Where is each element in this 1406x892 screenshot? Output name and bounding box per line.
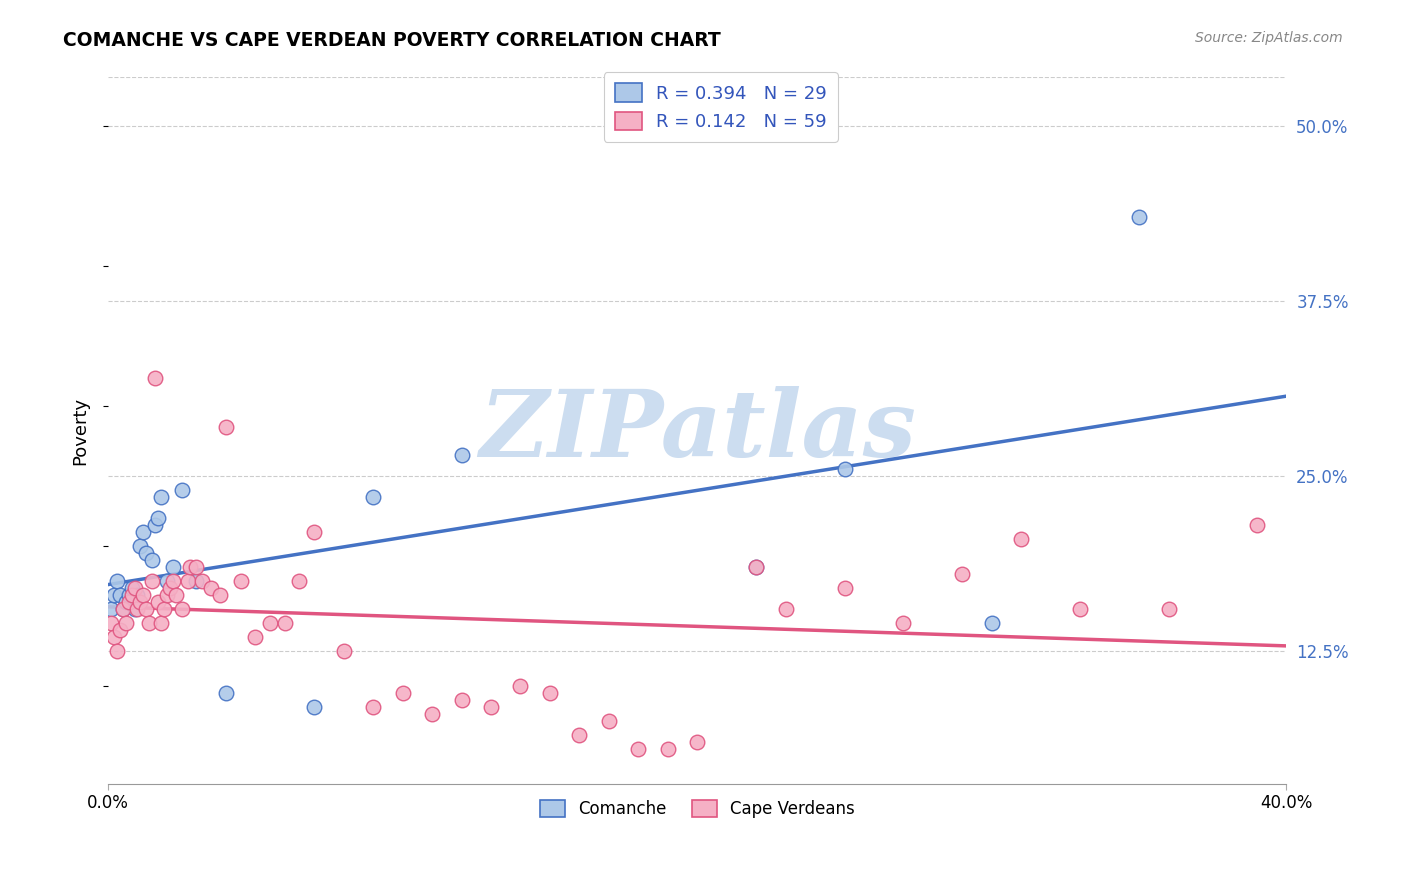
Point <box>143 518 166 533</box>
Legend: Comanche, Cape Verdeans: Comanche, Cape Verdeans <box>533 793 862 825</box>
Point <box>129 595 152 609</box>
Point <box>834 462 856 476</box>
Point <box>170 483 193 497</box>
Point <box>179 560 201 574</box>
Point <box>165 588 187 602</box>
Point <box>686 735 709 749</box>
Point <box>111 602 134 616</box>
Point <box>170 602 193 616</box>
Point <box>302 524 325 539</box>
Point <box>150 615 173 630</box>
Point <box>108 588 131 602</box>
Point <box>302 699 325 714</box>
Point <box>162 574 184 588</box>
Point <box>114 595 136 609</box>
Point <box>1157 602 1180 616</box>
Point <box>132 588 155 602</box>
Point <box>100 615 122 630</box>
Point <box>150 490 173 504</box>
Text: ZIPatlas: ZIPatlas <box>478 385 915 475</box>
Point <box>598 714 620 728</box>
Point <box>103 630 125 644</box>
Text: COMANCHE VS CAPE VERDEAN POVERTY CORRELATION CHART: COMANCHE VS CAPE VERDEAN POVERTY CORRELA… <box>63 31 721 50</box>
Point <box>146 595 169 609</box>
Point <box>745 560 768 574</box>
Point <box>159 581 181 595</box>
Point <box>208 588 231 602</box>
Point <box>450 448 472 462</box>
Point <box>775 602 797 616</box>
Point <box>538 686 561 700</box>
Point <box>361 699 384 714</box>
Point <box>135 546 157 560</box>
Point <box>114 615 136 630</box>
Point <box>391 686 413 700</box>
Point <box>186 560 208 574</box>
Point <box>274 615 297 630</box>
Point <box>141 553 163 567</box>
Point <box>893 615 915 630</box>
Point <box>420 706 443 721</box>
Point <box>121 581 143 595</box>
Point <box>834 581 856 595</box>
Point <box>288 574 311 588</box>
Point <box>176 574 198 588</box>
Point <box>1069 602 1091 616</box>
Point <box>332 644 354 658</box>
Point <box>153 602 176 616</box>
Point <box>479 699 502 714</box>
Point <box>191 574 214 588</box>
Text: Source: ZipAtlas.com: Source: ZipAtlas.com <box>1195 31 1343 45</box>
Point <box>135 602 157 616</box>
Point <box>745 560 768 574</box>
Point <box>141 574 163 588</box>
Point <box>200 581 222 595</box>
Point <box>950 566 973 581</box>
Point <box>105 574 128 588</box>
Point <box>245 630 267 644</box>
Point <box>450 693 472 707</box>
Point <box>146 511 169 525</box>
Point <box>124 602 146 616</box>
Point <box>186 574 208 588</box>
Point <box>124 581 146 595</box>
Point <box>100 602 122 616</box>
Point <box>138 615 160 630</box>
Point <box>162 560 184 574</box>
Point <box>127 588 149 602</box>
Point <box>143 371 166 385</box>
Point <box>361 490 384 504</box>
Point <box>117 588 139 602</box>
Point <box>108 623 131 637</box>
Point <box>509 679 531 693</box>
Point <box>657 741 679 756</box>
Point <box>627 741 650 756</box>
Point <box>568 728 591 742</box>
Point <box>1128 211 1150 225</box>
Point <box>121 588 143 602</box>
Y-axis label: Poverty: Poverty <box>72 397 89 465</box>
Point <box>215 686 238 700</box>
Point <box>111 602 134 616</box>
Point <box>105 644 128 658</box>
Point <box>127 602 149 616</box>
Point <box>259 615 281 630</box>
Point <box>103 588 125 602</box>
Point <box>980 615 1002 630</box>
Point <box>215 420 238 434</box>
Point <box>156 574 179 588</box>
Point <box>229 574 252 588</box>
Point <box>1246 518 1268 533</box>
Point <box>129 539 152 553</box>
Point <box>1010 532 1032 546</box>
Point <box>132 524 155 539</box>
Point <box>156 588 179 602</box>
Point <box>117 595 139 609</box>
